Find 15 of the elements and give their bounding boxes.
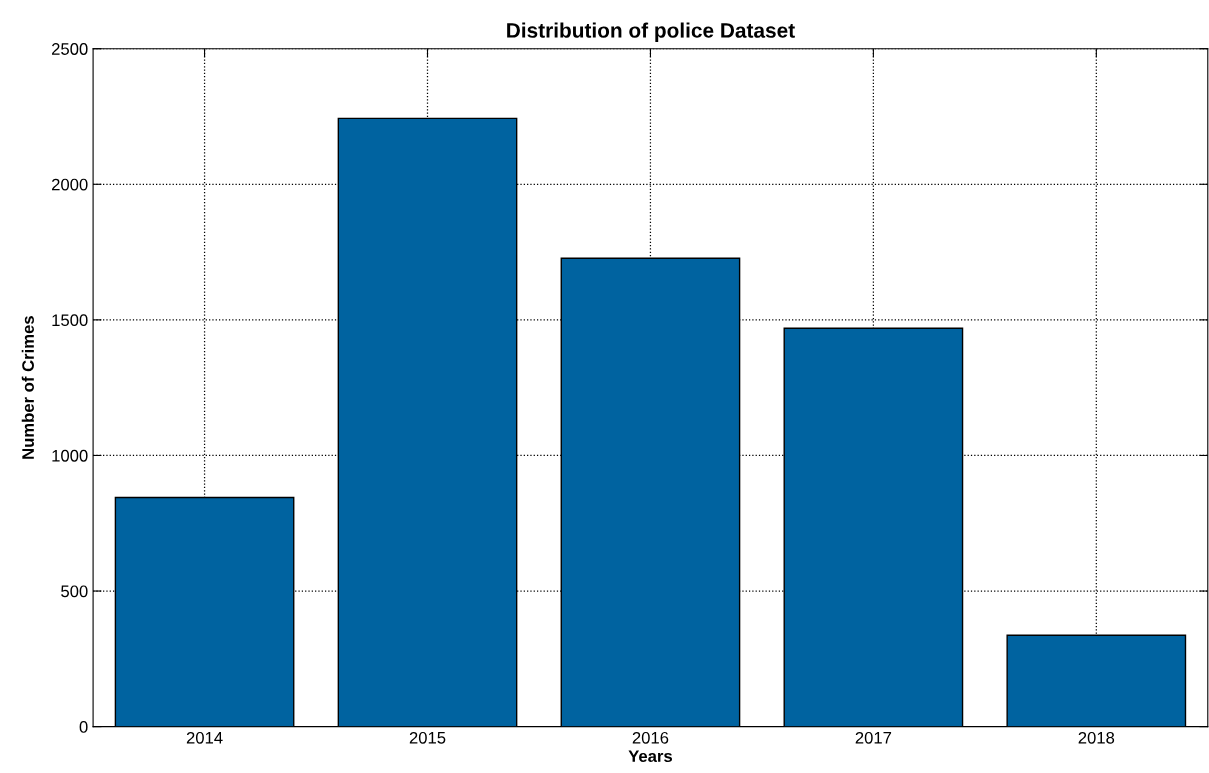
x-tick-label: 2016 [632, 731, 669, 744]
bar [114, 496, 295, 727]
x-tick-label: 2017 [855, 731, 892, 744]
y-tick-label: 1000 [52, 449, 88, 462]
y-tick-label: 2000 [52, 178, 88, 191]
y-tick-label: 0 [79, 721, 88, 733]
x-tick-label: 2018 [1078, 731, 1115, 744]
y-axis-title: Number of Crimes [21, 316, 34, 459]
x-tick-label: 2014 [186, 731, 223, 744]
y-tick-label: 1500 [52, 314, 88, 327]
y-tick-label: 500 [61, 585, 88, 598]
x-axis-title: Years [628, 750, 673, 763]
x-tick-label: 2015 [409, 731, 446, 744]
chart-title: Distribution of police Dataset [507, 22, 795, 42]
y-tick-label: 2500 [52, 43, 88, 55]
